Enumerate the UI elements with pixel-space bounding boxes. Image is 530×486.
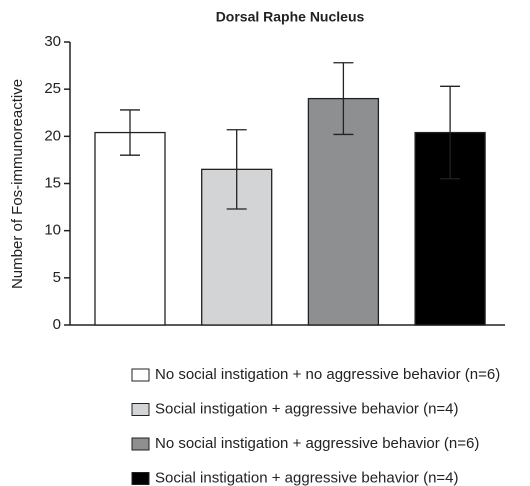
- bar: [94, 131, 166, 326]
- error-bar: [226, 129, 247, 210]
- y-axis-label: Number of Fos-immunoreactive: [9, 79, 26, 289]
- error-bar: [440, 85, 461, 180]
- y-tick-label: 10: [44, 222, 61, 239]
- legend-label: Social instigation + aggressive behavior…: [155, 469, 459, 486]
- legend-swatch: [131, 403, 150, 416]
- error-bar: [120, 109, 140, 156]
- legend-swatch: [131, 368, 150, 382]
- legend-swatch: [131, 472, 150, 485]
- y-tick-label: 5: [53, 269, 61, 286]
- y-tick-label: 20: [44, 127, 61, 144]
- legend-label: No social instigation + no aggressive be…: [155, 366, 500, 383]
- y-tick-label: 30: [44, 33, 61, 50]
- bar: [307, 97, 380, 326]
- legend-swatch: [131, 437, 150, 451]
- y-tick-label: 0: [53, 316, 61, 333]
- legend-label: Social instigation + aggressive behavior…: [155, 400, 459, 417]
- y-tick-label: 15: [44, 174, 61, 191]
- y-tick-label: 25: [44, 80, 61, 97]
- legend-label: No social instigation + aggressive behav…: [155, 435, 479, 452]
- error-bar: [333, 62, 354, 136]
- chart-title: Dorsal Raphe Nucleus: [216, 9, 365, 25]
